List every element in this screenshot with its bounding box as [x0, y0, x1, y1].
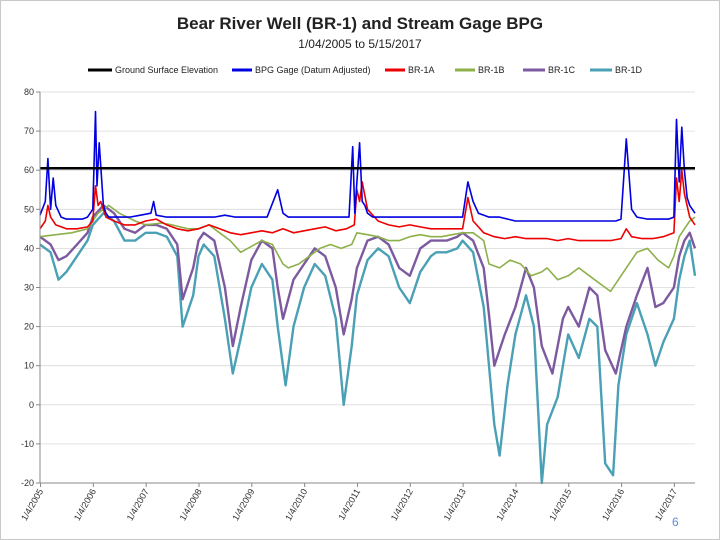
x-tick-label-10: 1/4/2015 [547, 487, 573, 522]
y-tick-label-6: 20 [24, 322, 34, 332]
legend-label-1: BPG Gage (Datum Adjusted) [255, 65, 371, 75]
y-axis-ticks: 80 70 60 50 40 30 20 10 0 -10 -20 [21, 87, 40, 488]
y-tick-label-7: 10 [24, 361, 34, 371]
legend-label-5: BR-1D [615, 65, 643, 75]
legend-label-0: Ground Surface Elevation [115, 65, 218, 75]
chart-title: Bear River Well (BR-1) and Stream Gage B… [177, 14, 543, 33]
x-tick-label-0: 1/4/2005 [19, 487, 45, 522]
x-tick-label-11: 1/4/2016 [600, 487, 626, 522]
y-tick-label-5: 30 [24, 283, 34, 293]
y-tick-label-8: 0 [29, 400, 34, 410]
y-tick-label-0: 80 [24, 87, 34, 97]
legend-label-4: BR-1C [548, 65, 576, 75]
legend-label-3: BR-1B [478, 65, 505, 75]
y-tick-label-9: -10 [21, 439, 34, 449]
chart-legend: Ground Surface Elevation BPG Gage (Datum … [88, 65, 643, 75]
x-tick-label-9: 1/4/2014 [494, 487, 520, 522]
x-tick-label-3: 1/4/2008 [178, 487, 204, 522]
legend-label-2: BR-1A [408, 65, 435, 75]
x-tick-label-4: 1/4/2009 [230, 487, 256, 522]
series-line-5 [39, 211, 697, 485]
chart-subtitle: 1/04/2005 to 5/15/2017 [298, 37, 422, 51]
y-tick-label-1: 70 [24, 126, 34, 136]
y-tick-label-2: 60 [24, 165, 34, 175]
y-tick-label-4: 40 [24, 243, 34, 253]
x-tick-label-2: 1/4/2007 [125, 487, 151, 522]
x-tick-label-8: 1/4/2013 [442, 487, 468, 522]
series-line-2 [39, 169, 696, 242]
x-tick-label-7: 1/4/2012 [389, 487, 415, 522]
y-tick-label-3: 50 [24, 204, 34, 214]
page-number: 6 [672, 515, 679, 529]
series-line-1 [39, 110, 696, 222]
x-tick-label-6: 1/4/2011 [336, 487, 362, 522]
x-tick-label-1: 1/4/2006 [72, 487, 98, 522]
series-line-4 [39, 204, 697, 375]
gridlines [40, 91, 695, 484]
series-line-3 [39, 204, 696, 293]
x-axis-ticks: 1/4/2005 1/4/2006 1/4/2007 1/4/2008 1/4/2009… [19, 483, 679, 522]
y-tick-label-10: -20 [21, 478, 34, 488]
series-layer [39, 110, 697, 485]
x-tick-label-5: 1/4/2010 [283, 487, 309, 522]
